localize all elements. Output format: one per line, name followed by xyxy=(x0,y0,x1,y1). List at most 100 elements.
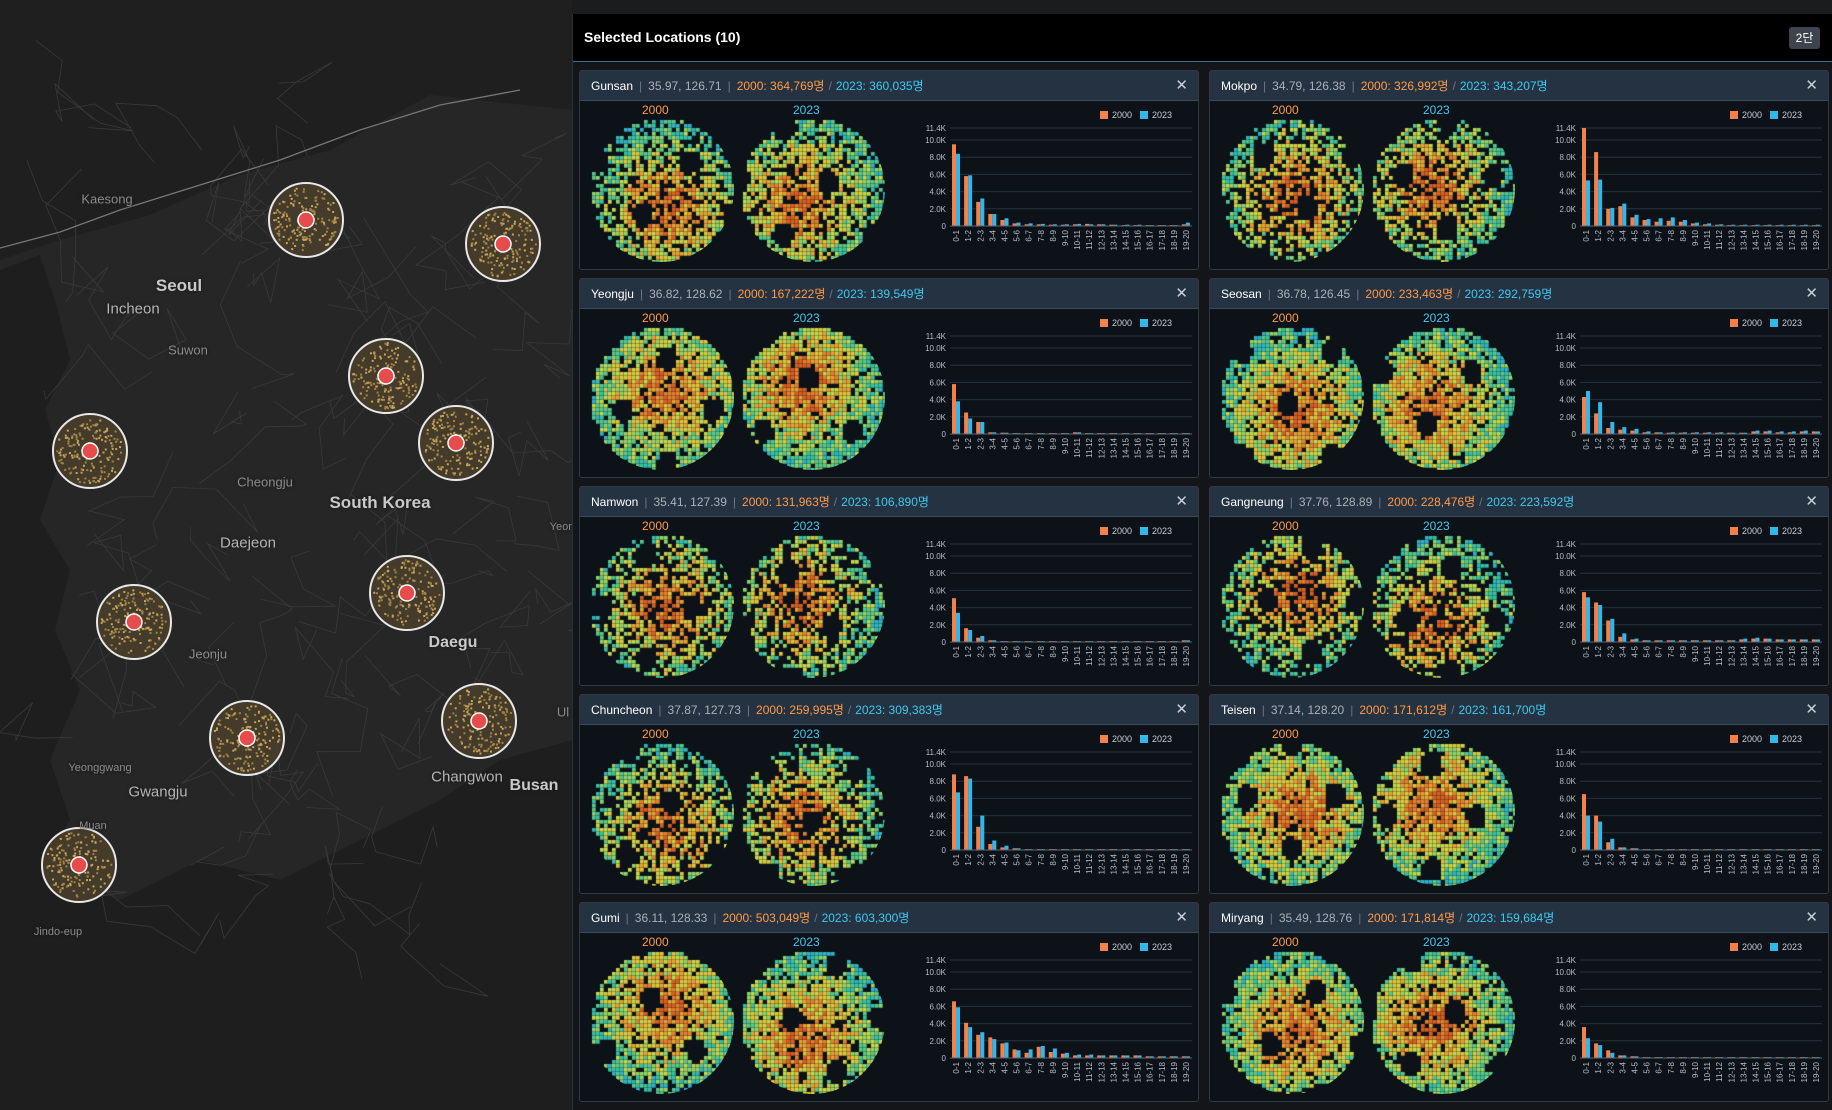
bar-2000[interactable] xyxy=(1630,1056,1635,1058)
bar-2000[interactable] xyxy=(1181,224,1186,226)
bar-2000[interactable] xyxy=(1618,636,1623,642)
bar-2023[interactable] xyxy=(1682,640,1687,642)
marker-center[interactable] xyxy=(494,235,512,253)
bar-2000[interactable] xyxy=(1799,431,1804,434)
bar-2000[interactable] xyxy=(1799,639,1804,642)
bar-2023[interactable] xyxy=(1743,224,1748,226)
bar-2000[interactable] xyxy=(1630,848,1635,850)
bar-2000[interactable] xyxy=(1109,1055,1114,1058)
bar-2023[interactable] xyxy=(1755,637,1760,642)
bar-2023[interactable] xyxy=(1598,1045,1603,1058)
marker-center[interactable] xyxy=(377,367,395,385)
bar-2023[interactable] xyxy=(1113,224,1118,226)
bar-2000[interactable] xyxy=(964,1022,969,1058)
bar-2000[interactable] xyxy=(1727,432,1732,434)
bar-2000[interactable] xyxy=(988,214,993,226)
bar-2000[interactable] xyxy=(952,144,956,226)
bar-2023[interactable] xyxy=(1586,815,1590,850)
bar-2023[interactable] xyxy=(1622,1055,1627,1058)
bar-2000[interactable] xyxy=(1000,1043,1005,1058)
bar-2023[interactable] xyxy=(1173,1056,1178,1058)
heatmap-2023[interactable] xyxy=(1369,948,1515,1094)
marker-center[interactable] xyxy=(447,434,465,452)
bar-2023[interactable] xyxy=(1089,224,1094,226)
bar-2023[interactable] xyxy=(1149,1056,1154,1058)
bar-2000[interactable] xyxy=(1618,1055,1623,1058)
bar-2023[interactable] xyxy=(1004,432,1009,434)
bar-2000[interactable] xyxy=(1654,640,1659,642)
bar-2023[interactable] xyxy=(1731,640,1736,642)
bar-2000[interactable] xyxy=(952,774,956,850)
bar-2023[interactable] xyxy=(1646,219,1651,226)
bar-2000[interactable] xyxy=(964,776,969,850)
bar-2000[interactable] xyxy=(1715,224,1720,226)
close-icon[interactable]: ✕ xyxy=(1805,493,1818,510)
close-icon[interactable]: ✕ xyxy=(1175,285,1188,302)
bar-2000[interactable] xyxy=(1763,638,1768,642)
bar-2023[interactable] xyxy=(1779,224,1784,226)
bar-2023[interactable] xyxy=(1707,432,1712,434)
bar-2000[interactable] xyxy=(1000,432,1005,434)
bar-2023[interactable] xyxy=(1707,640,1712,642)
heatmap-2000[interactable] xyxy=(1218,740,1364,886)
bar-2023[interactable] xyxy=(956,1007,960,1058)
bar-2000[interactable] xyxy=(1582,397,1586,434)
bar-2000[interactable] xyxy=(1594,1043,1599,1058)
bar-2023[interactable] xyxy=(1767,638,1772,642)
bar-2000[interactable] xyxy=(1811,431,1816,434)
bar-2023[interactable] xyxy=(1598,179,1603,226)
map-view[interactable]: Kaesong Seoul Incheon Suwon Cheongju South Ko… xyxy=(0,0,572,1110)
bar-2000[interactable] xyxy=(1727,640,1732,642)
bar-2000[interactable] xyxy=(1012,1049,1017,1058)
bar-2023[interactable] xyxy=(1028,1049,1033,1058)
location-marker[interactable] xyxy=(96,584,172,660)
bar-2023[interactable] xyxy=(1658,432,1663,434)
bar-2000[interactable] xyxy=(1036,1046,1041,1058)
bar-2023[interactable] xyxy=(1622,847,1627,850)
bar-2000[interactable] xyxy=(976,826,981,850)
bar-2000[interactable] xyxy=(1775,639,1780,642)
bar-2000[interactable] xyxy=(1012,848,1017,850)
bar-2023[interactable] xyxy=(1185,640,1190,642)
location-marker[interactable] xyxy=(52,413,128,489)
bar-2023[interactable] xyxy=(1586,180,1590,226)
bar-2000[interactable] xyxy=(1073,1055,1077,1058)
bar-2000[interactable] xyxy=(1666,640,1671,642)
heatmap-2000[interactable] xyxy=(1218,116,1364,262)
bar-2000[interactable] xyxy=(1642,220,1647,226)
bar-2023[interactable] xyxy=(968,778,973,850)
bar-2023[interactable] xyxy=(956,153,960,226)
bar-2000[interactable] xyxy=(1133,1055,1138,1058)
bar-2023[interactable] xyxy=(1016,848,1021,850)
bar-2000[interactable] xyxy=(1060,224,1065,226)
bar-2023[interactable] xyxy=(1064,224,1069,226)
bar-2023[interactable] xyxy=(1052,224,1057,226)
bar-2000[interactable] xyxy=(1594,815,1599,850)
bar-2000[interactable] xyxy=(1678,221,1683,226)
location-marker[interactable] xyxy=(369,555,445,631)
bar-2023[interactable] xyxy=(1815,639,1820,642)
bar-2000[interactable] xyxy=(1024,224,1029,226)
bar-2023[interactable] xyxy=(1634,214,1639,226)
bar-2023[interactable] xyxy=(992,840,997,851)
bar-2000[interactable] xyxy=(988,844,993,850)
bar-2023[interactable] xyxy=(1586,597,1590,642)
bar-2000[interactable] xyxy=(1642,640,1647,642)
bar-2023[interactable] xyxy=(1077,432,1082,434)
bar-2023[interactable] xyxy=(1040,1046,1045,1058)
heatmap-2000[interactable] xyxy=(1218,324,1364,470)
heatmap-2023[interactable] xyxy=(1369,324,1515,470)
bar-2000[interactable] xyxy=(1073,224,1077,226)
bar-2000[interactable] xyxy=(1654,432,1659,434)
bar-2000[interactable] xyxy=(1715,432,1720,434)
bar-2023[interactable] xyxy=(992,432,997,434)
bar-2023[interactable] xyxy=(1004,1042,1009,1059)
bar-2023[interactable] xyxy=(992,1039,997,1058)
bar-2023[interactable] xyxy=(1622,633,1627,642)
bar-2000[interactable] xyxy=(1751,431,1756,434)
bar-2023[interactable] xyxy=(1815,224,1820,226)
bar-2023[interactable] xyxy=(1791,431,1796,434)
heatmap-2000[interactable] xyxy=(1218,532,1364,678)
